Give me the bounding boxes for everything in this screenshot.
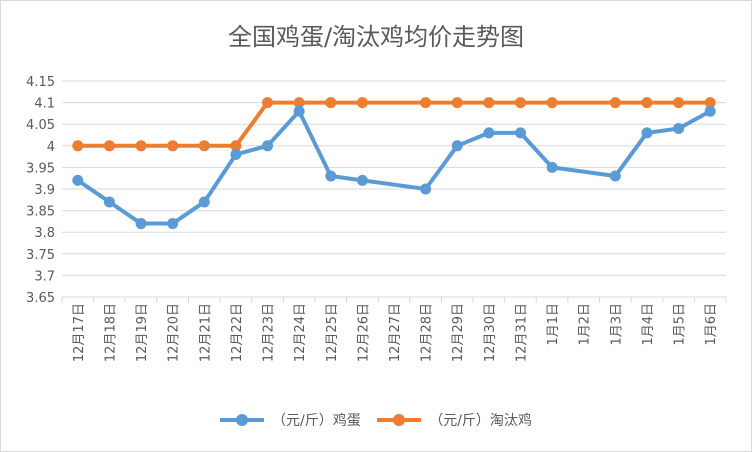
data-point-1 — [641, 97, 653, 109]
data-point-1 — [420, 97, 432, 109]
y-tick-label: 3.65 — [26, 291, 55, 306]
data-point-0 — [514, 127, 526, 139]
data-point-1 — [356, 97, 368, 109]
data-point-0 — [704, 105, 716, 117]
data-point-1 — [72, 140, 84, 152]
x-tick-label: 12月20日 — [167, 303, 182, 362]
legend-label-egg: （元/斤）鸡蛋 — [272, 413, 361, 429]
data-point-0 — [673, 123, 685, 135]
y-tick-label: 4.15 — [26, 75, 55, 90]
y-tick-label: 3.7 — [34, 269, 55, 284]
data-point-0 — [135, 218, 147, 230]
x-tick-label: 1月2日 — [578, 303, 593, 346]
data-point-0 — [641, 127, 653, 139]
data-point-1 — [673, 97, 685, 109]
data-point-0 — [167, 218, 179, 230]
x-tick-label: 12月25日 — [325, 303, 340, 362]
data-point-0 — [103, 196, 115, 208]
legend: （元/斤）鸡蛋 （元/斤）淘汰鸡 — [1, 410, 751, 431]
legend-label-cull-hen: （元/斤）淘汰鸡 — [429, 413, 532, 429]
data-point-0 — [72, 174, 84, 186]
x-tick-label: 12月28日 — [420, 303, 435, 362]
data-point-0 — [483, 127, 495, 139]
x-tick-label: 12月29日 — [451, 303, 466, 362]
data-point-1 — [546, 97, 558, 109]
x-tick-label: 12月18日 — [103, 303, 118, 362]
data-point-0 — [609, 170, 621, 182]
data-point-1 — [609, 97, 621, 109]
x-tick-label: 1月1日 — [546, 303, 561, 346]
chart-title: 全国鸡蛋/淘汰鸡均价走势图 — [227, 23, 525, 51]
x-tick-label: 12月27日 — [388, 303, 403, 362]
x-tick-label: 1月3日 — [609, 303, 624, 346]
legend-swatch-egg — [220, 413, 265, 427]
data-point-0 — [420, 183, 432, 195]
data-point-1 — [135, 140, 147, 152]
x-tick-label: 12月22日 — [230, 303, 245, 362]
x-tick-label: 12月31日 — [514, 303, 529, 362]
y-tick-label: 3.85 — [26, 205, 55, 220]
data-point-1 — [325, 97, 337, 109]
x-tick-label: 12月26日 — [356, 303, 371, 362]
legend-item-egg: （元/斤）鸡蛋 — [220, 410, 361, 430]
x-tick-label: 12月21日 — [198, 303, 213, 362]
data-point-1 — [704, 97, 716, 109]
legend-swatch-cull-hen — [377, 413, 422, 427]
data-point-1 — [167, 140, 179, 152]
y-tick-label: 3.9 — [34, 183, 55, 198]
y-tick-label: 4 — [47, 140, 55, 155]
x-tick-label: 1月4日 — [641, 303, 656, 346]
data-point-1 — [451, 97, 463, 109]
data-point-1 — [293, 97, 305, 109]
data-point-0 — [451, 140, 463, 152]
x-tick-label: 12月17日 — [72, 303, 87, 362]
data-point-0 — [546, 161, 558, 173]
x-tick-label: 12月30日 — [483, 303, 498, 362]
data-point-0 — [230, 148, 242, 160]
data-point-1 — [514, 97, 526, 109]
data-point-0 — [293, 105, 305, 117]
legend-item-cull-hen: （元/斤）淘汰鸡 — [377, 410, 532, 430]
data-point-1 — [262, 97, 274, 109]
data-point-1 — [230, 140, 242, 152]
x-tick-label: 12月23日 — [262, 303, 277, 362]
y-tick-label: 4.1 — [34, 97, 55, 112]
x-tick-label: 1月5日 — [673, 303, 688, 346]
y-tick-label: 3.8 — [34, 226, 55, 241]
y-tick-label: 3.95 — [26, 161, 55, 176]
y-tick-label: 3.75 — [26, 248, 55, 263]
x-tick-label: 1月6日 — [704, 303, 719, 346]
x-tick-label: 12月24日 — [293, 303, 308, 362]
y-tick-label: 4.05 — [26, 118, 55, 133]
data-point-0 — [262, 140, 274, 152]
data-point-0 — [356, 174, 368, 186]
x-tick-label: 12月19日 — [135, 303, 150, 362]
data-point-1 — [103, 140, 115, 152]
data-point-0 — [198, 196, 210, 208]
data-point-0 — [325, 170, 337, 182]
data-point-1 — [483, 97, 495, 109]
data-point-1 — [198, 140, 210, 152]
